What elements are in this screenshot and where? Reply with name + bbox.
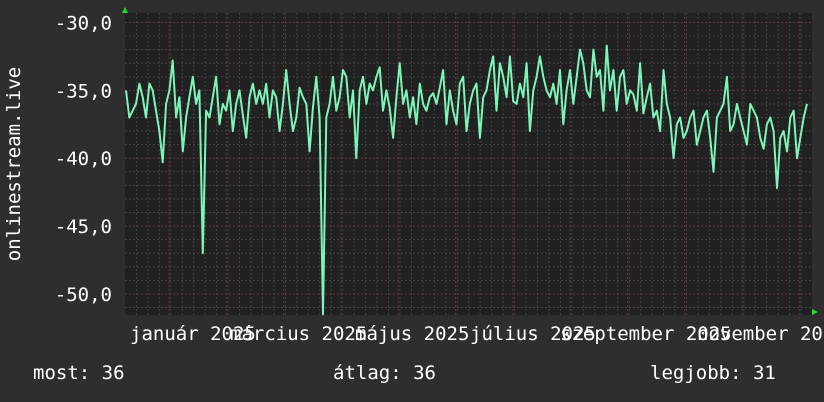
y-tick-label: -30,0 xyxy=(55,13,112,35)
x-tick-label: január 2025 xyxy=(130,323,256,345)
grid xyxy=(125,13,812,318)
legend-current: most: 36 xyxy=(33,362,125,384)
y-tick-label: -50,0 xyxy=(55,284,112,306)
legend-average: átlag: 36 xyxy=(333,362,436,384)
x-tick-label: július 2025 xyxy=(470,323,596,345)
x-tick-label: március 2025 xyxy=(230,323,367,345)
y-axis-label: onlinestream.live xyxy=(3,67,25,261)
x-axis-arrow-icon xyxy=(812,309,818,315)
x-tick-label: május 2025 xyxy=(355,323,469,345)
y-axis-arrow-icon xyxy=(122,7,128,13)
y-axis: -30,0 -35,0 -40,0 -45,0 -50,0 xyxy=(55,13,112,306)
legend-best: legjobb: 31 xyxy=(650,362,776,384)
y-tick-label: -40,0 xyxy=(55,148,112,170)
series-line xyxy=(125,44,808,316)
x-tick-label: szeptember 2025 xyxy=(560,323,732,345)
x-tick-label: november 2025 xyxy=(697,323,824,345)
y-tick-label: -35,0 xyxy=(55,80,112,102)
y-tick-label: -45,0 xyxy=(55,216,112,238)
